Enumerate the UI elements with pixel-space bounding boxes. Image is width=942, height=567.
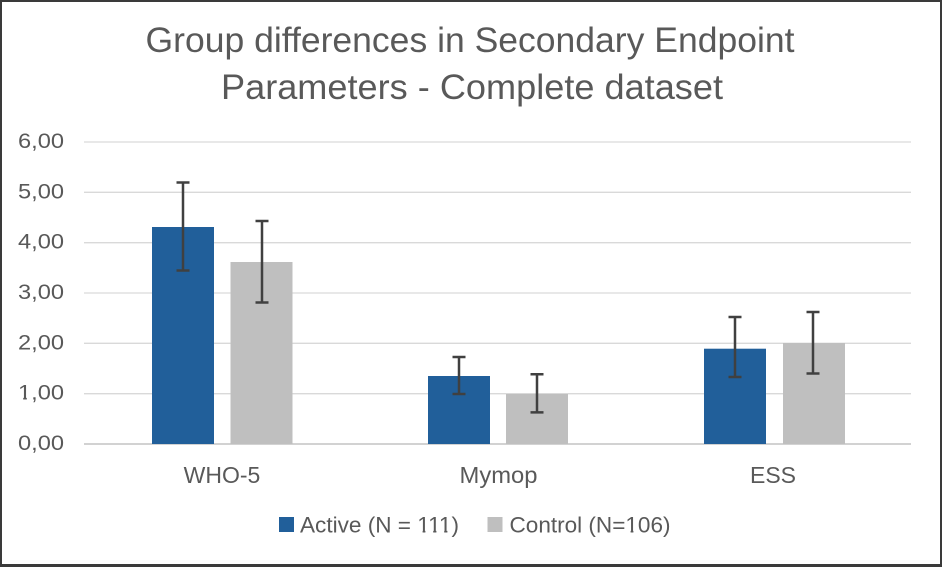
svg-text:6,00: 6,00: [18, 130, 64, 153]
svg-text:Parameters - Complete dataset: Parameters - Complete dataset: [221, 67, 723, 107]
svg-text:Group differences in Secondary: Group differences in Secondary Endpoint: [146, 20, 795, 60]
svg-text:4,00: 4,00: [18, 231, 64, 254]
svg-text:WHO-5: WHO-5: [184, 462, 261, 488]
svg-text:ESS: ESS: [750, 462, 796, 488]
svg-text:5,00: 5,00: [18, 180, 64, 203]
svg-text:Control (N=106): Control (N=106): [510, 513, 671, 538]
svg-text:1,00: 1,00: [18, 382, 64, 405]
svg-text:2,00: 2,00: [18, 331, 64, 354]
svg-text:0,00: 0,00: [18, 432, 64, 455]
svg-text:Mymop: Mymop: [460, 462, 538, 488]
svg-text:Active (N = 111): Active (N = 111): [300, 513, 459, 538]
svg-text:3,00: 3,00: [18, 281, 64, 304]
